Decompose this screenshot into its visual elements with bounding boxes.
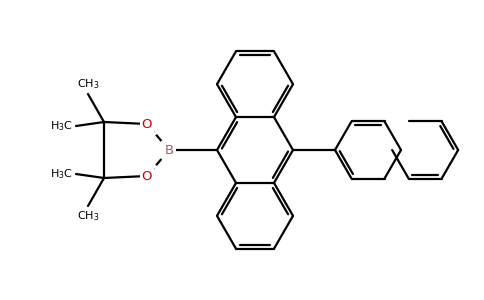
Text: CH$_3$: CH$_3$ (77, 209, 99, 223)
Text: B: B (165, 143, 174, 157)
Text: H$_3$C: H$_3$C (50, 167, 73, 181)
Text: O: O (142, 169, 152, 182)
Text: H$_3$C: H$_3$C (50, 119, 73, 133)
Text: CH$_3$: CH$_3$ (77, 77, 99, 91)
Text: O: O (142, 118, 152, 130)
